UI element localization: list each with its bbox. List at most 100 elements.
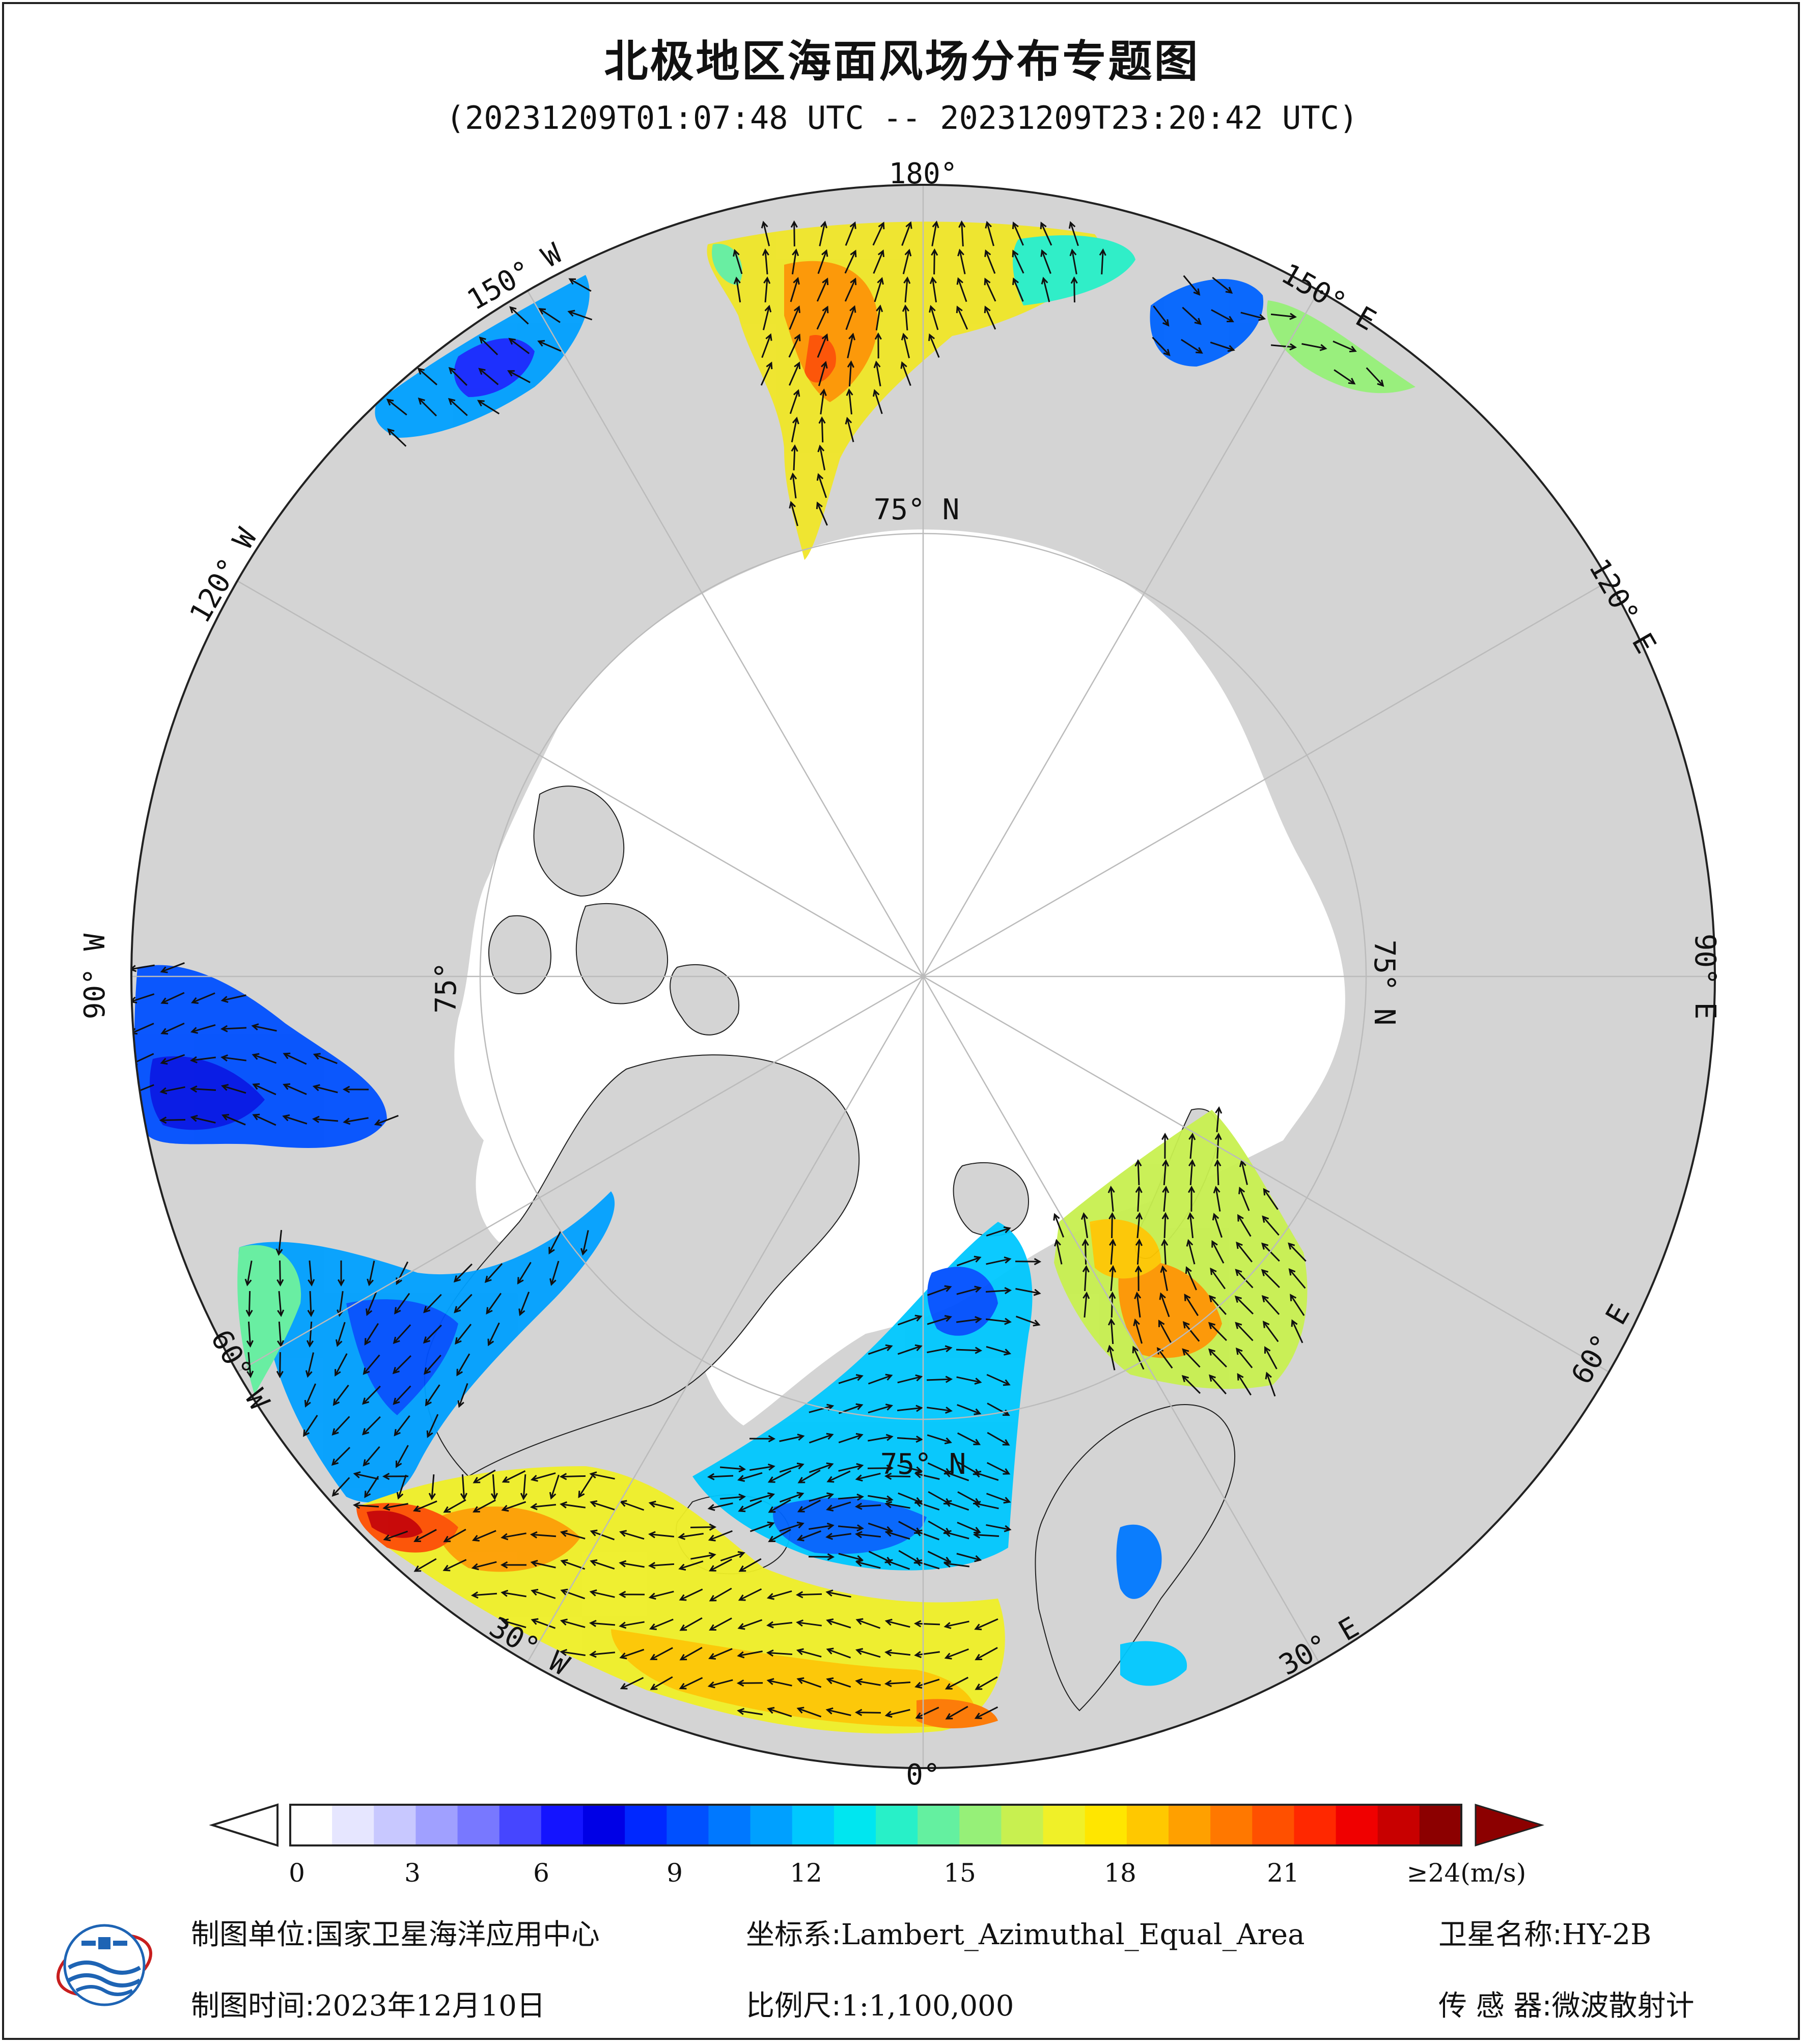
wind-arrow — [1237, 1214, 1252, 1237]
wind-arrow — [1240, 312, 1266, 321]
wind-arrow — [1134, 1265, 1142, 1292]
wind-arrow — [707, 1679, 733, 1689]
wind-arrow — [809, 1492, 835, 1502]
wind-arrow — [826, 1501, 851, 1511]
wind-arrow — [736, 1679, 763, 1687]
wind-arrow — [956, 1285, 982, 1295]
colorbar-cell — [290, 1805, 333, 1845]
colorbar-tick-label: 12 — [790, 1858, 822, 1888]
wind-arrow — [789, 389, 800, 414]
wind-arrow — [1133, 1318, 1143, 1344]
wind-arrow — [985, 220, 994, 246]
wind-arrow — [1153, 305, 1170, 327]
lon-label-180: 180° — [889, 157, 958, 190]
wind-arrow — [808, 1553, 835, 1561]
wind-arrow — [618, 1590, 645, 1598]
wind-arrow — [190, 1024, 216, 1034]
wind-arrow — [1333, 340, 1357, 353]
wind-arrow — [568, 278, 592, 292]
wind-arrow — [1185, 1266, 1197, 1291]
wind-arrow — [927, 1345, 953, 1354]
wind-arrow — [530, 1472, 556, 1482]
wind-arrow — [1109, 1238, 1117, 1265]
greenland-land — [424, 1054, 860, 1477]
colorbar-cell — [1210, 1805, 1253, 1845]
wind-arrow — [737, 1650, 763, 1659]
wind-arrow — [478, 368, 499, 385]
wind-arrow — [276, 1321, 285, 1348]
wind-arrow — [1012, 221, 1024, 246]
wind-arrow — [538, 308, 561, 323]
wind-arrow — [1366, 367, 1384, 387]
wind-arrow — [956, 1255, 982, 1267]
footer-unit-label: 制图单位: — [191, 1918, 315, 1951]
wind-arrow — [914, 1471, 940, 1480]
wind-arrow — [1235, 1269, 1254, 1289]
wind-arrow — [331, 1446, 351, 1466]
wind-arrow — [984, 305, 996, 330]
wind-arrow — [457, 1383, 468, 1408]
wind-arrow — [393, 1385, 411, 1405]
wind-arrow — [817, 333, 828, 358]
wind-arrow — [335, 1353, 348, 1377]
svalbard-land — [953, 1162, 1030, 1237]
wind-arrow — [845, 305, 856, 330]
wind-arrow — [928, 1520, 951, 1534]
wind-arrow — [1288, 1242, 1307, 1262]
colorbar-cell — [1252, 1805, 1295, 1845]
wind-arrow — [766, 1590, 792, 1600]
wind-arrow — [443, 1528, 466, 1543]
wind-arrow — [374, 1114, 399, 1126]
wind-arrow — [386, 399, 407, 416]
wind-arrow — [763, 276, 771, 303]
wind-arrow — [900, 361, 911, 386]
wind-arrow — [788, 361, 801, 386]
wind-arrow — [986, 1226, 1011, 1237]
wind-arrow — [819, 388, 827, 414]
wind-arrow — [868, 1374, 893, 1385]
wind-arrow — [1107, 1318, 1116, 1345]
wind-arrow — [303, 1415, 318, 1437]
wind-arrow — [809, 1404, 835, 1413]
footer-sat-value: HY-2B — [1562, 1918, 1652, 1951]
colorbar-cell — [457, 1805, 500, 1845]
colorbar-tick-label: 9 — [667, 1858, 683, 1888]
map-boundary — [130, 184, 1716, 1769]
wind-arrow — [1070, 276, 1078, 303]
wind-arrow — [928, 1491, 951, 1505]
wind-arrow — [957, 1491, 981, 1504]
wind-arrow — [761, 333, 772, 358]
wind-arrow — [560, 1559, 586, 1570]
wind-arrow — [1212, 1213, 1223, 1238]
wind-arrow — [817, 249, 828, 274]
wind-arrow — [1290, 1294, 1305, 1316]
wind-arrow — [1041, 276, 1050, 302]
wind-arrow — [362, 1416, 381, 1436]
soa-logo — [56, 1924, 153, 2006]
wind-arrow — [530, 1531, 557, 1539]
wind-arrow — [531, 1618, 556, 1629]
wind-arrow — [189, 1085, 216, 1093]
wind-arrow — [719, 1493, 746, 1501]
wind-arrow — [530, 1503, 557, 1510]
wind-arrow — [986, 1256, 1012, 1265]
wind-arrow — [679, 1646, 703, 1661]
wind-arrow — [927, 1462, 952, 1475]
colorbar-cell — [918, 1805, 960, 1845]
wind-arrow — [943, 1620, 969, 1629]
wind-arrow — [589, 1650, 616, 1658]
wind-arrow — [393, 1324, 411, 1345]
wind-arrow — [845, 221, 856, 246]
wind-arrow — [560, 1648, 586, 1656]
wind-arrow — [312, 1115, 339, 1123]
wind-arrow — [1301, 343, 1327, 351]
wind-arrow — [956, 1376, 982, 1385]
wind-arrow — [501, 1501, 526, 1512]
wind-arrow — [650, 1676, 673, 1690]
wind-arrow — [426, 1414, 439, 1438]
footer-sensor-value: 微波散射计 — [1551, 1990, 1695, 2023]
wind-arrow — [915, 1706, 939, 1719]
wind-arrow — [1334, 369, 1356, 385]
wind-arrow — [847, 332, 856, 358]
